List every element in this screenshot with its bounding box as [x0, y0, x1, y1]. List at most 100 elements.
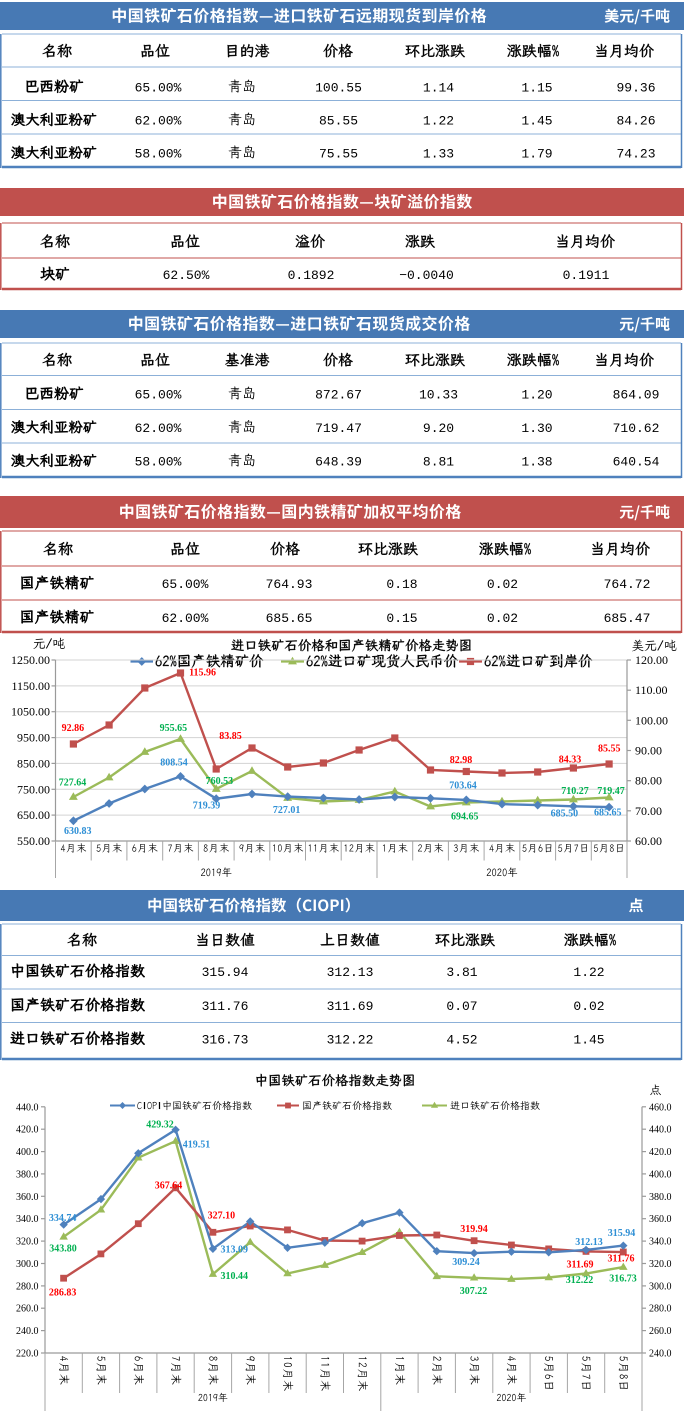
- svg-text:719.39: 719.39: [193, 801, 221, 812]
- svg-text:260.0: 260.0: [649, 1326, 672, 1337]
- svg-text:685.65: 685.65: [594, 808, 622, 819]
- svg-text:1.14: 1.14: [423, 81, 454, 96]
- svg-text:640.54: 640.54: [613, 455, 660, 470]
- svg-text:685.47: 685.47: [604, 611, 651, 626]
- svg-text:100.00: 100.00: [635, 713, 668, 727]
- svg-text:429.32: 429.32: [146, 1120, 174, 1131]
- svg-text:10.33: 10.33: [419, 388, 458, 403]
- svg-text:80.00: 80.00: [635, 774, 662, 788]
- svg-text:648.39: 648.39: [315, 455, 362, 470]
- svg-text:760.53: 760.53: [206, 776, 234, 787]
- svg-text:315.94: 315.94: [202, 965, 249, 980]
- svg-text:420.0: 420.0: [649, 1147, 672, 1158]
- svg-text:65.00%: 65.00%: [135, 388, 182, 403]
- svg-text:312.22: 312.22: [566, 1275, 594, 1286]
- svg-text:307.22: 307.22: [460, 1286, 488, 1297]
- svg-text:0.1892: 0.1892: [288, 268, 335, 283]
- svg-text:280.0: 280.0: [16, 1281, 39, 1292]
- svg-text:710.62: 710.62: [613, 421, 660, 436]
- svg-text:315.94: 315.94: [608, 1228, 636, 1239]
- svg-text:343.80: 343.80: [49, 1244, 77, 1255]
- svg-text:92.86: 92.86: [62, 723, 85, 734]
- svg-text:1.22: 1.22: [423, 114, 454, 129]
- svg-text:1.79: 1.79: [521, 147, 552, 162]
- svg-text:872.67: 872.67: [315, 388, 362, 403]
- svg-text:367.64: 367.64: [155, 1181, 183, 1192]
- svg-text:420.0: 420.0: [16, 1125, 39, 1136]
- svg-text:727.01: 727.01: [273, 805, 301, 816]
- svg-text:300.0: 300.0: [16, 1259, 39, 1270]
- svg-text:1250.00: 1250.00: [11, 653, 50, 667]
- svg-text:0.1911: 0.1911: [563, 268, 610, 283]
- svg-text:710.27: 710.27: [561, 786, 589, 797]
- svg-text:99.36: 99.36: [616, 81, 655, 96]
- svg-text:0.02: 0.02: [487, 577, 518, 592]
- svg-text:83.85: 83.85: [219, 731, 242, 742]
- svg-text:340.0: 340.0: [649, 1237, 672, 1248]
- svg-text:62.50%: 62.50%: [163, 268, 210, 283]
- svg-text:3.81: 3.81: [446, 965, 477, 980]
- svg-text:727.64: 727.64: [59, 778, 87, 789]
- svg-text:84.26: 84.26: [616, 114, 655, 129]
- svg-text:300.0: 300.0: [649, 1281, 672, 1292]
- svg-text:380.0: 380.0: [16, 1169, 39, 1180]
- svg-text:316.73: 316.73: [202, 1033, 249, 1048]
- svg-text:310.44: 310.44: [221, 1271, 249, 1282]
- svg-text:90.00: 90.00: [635, 744, 662, 758]
- svg-text:0.07: 0.07: [446, 999, 477, 1014]
- svg-text:62.00%: 62.00%: [162, 611, 209, 626]
- svg-text:440.0: 440.0: [16, 1102, 39, 1113]
- svg-text:864.09: 864.09: [613, 388, 660, 403]
- svg-text:311.69: 311.69: [327, 999, 374, 1014]
- svg-text:120.00: 120.00: [635, 653, 668, 667]
- svg-text:1.45: 1.45: [573, 1033, 604, 1048]
- svg-text:440.0: 440.0: [649, 1125, 672, 1136]
- svg-text:764.72: 764.72: [604, 577, 651, 592]
- svg-text:220.0: 220.0: [16, 1349, 39, 1360]
- svg-text:9.20: 9.20: [423, 421, 454, 436]
- svg-text:84.33: 84.33: [559, 755, 582, 766]
- svg-text:309.24: 309.24: [452, 1257, 480, 1268]
- svg-text:1.30: 1.30: [521, 421, 552, 436]
- svg-text:110.00: 110.00: [635, 683, 668, 697]
- svg-text:340.0: 340.0: [16, 1214, 39, 1225]
- svg-text:764.93: 764.93: [266, 577, 313, 592]
- svg-text:419.51: 419.51: [183, 1140, 211, 1151]
- svg-text:360.0: 360.0: [16, 1192, 39, 1203]
- svg-text:240.0: 240.0: [16, 1326, 39, 1337]
- svg-text:685.50: 685.50: [551, 809, 579, 820]
- svg-text:313.09: 313.09: [220, 1245, 248, 1256]
- svg-text:850.00: 850.00: [17, 756, 50, 770]
- svg-text:808.54: 808.54: [160, 758, 188, 769]
- svg-text:311.76: 311.76: [608, 1254, 635, 1265]
- svg-text:1.45: 1.45: [521, 114, 552, 129]
- svg-text:320.0: 320.0: [16, 1237, 39, 1248]
- svg-text:1.33: 1.33: [423, 147, 454, 162]
- svg-text:312.22: 312.22: [327, 1033, 374, 1048]
- svg-text:312.13: 312.13: [327, 965, 374, 980]
- svg-text:360.0: 360.0: [649, 1214, 672, 1225]
- svg-text:685.65: 685.65: [266, 611, 313, 626]
- svg-text:65.00%: 65.00%: [162, 577, 209, 592]
- svg-text:400.0: 400.0: [16, 1147, 39, 1158]
- svg-text:58.00%: 58.00%: [135, 147, 182, 162]
- svg-text:100.55: 100.55: [315, 81, 362, 96]
- svg-text:115.96: 115.96: [189, 668, 216, 679]
- svg-text:1.15: 1.15: [521, 81, 552, 96]
- svg-text:400.0: 400.0: [649, 1169, 672, 1180]
- svg-text:0.18: 0.18: [386, 577, 417, 592]
- svg-text:650.00: 650.00: [17, 808, 50, 822]
- svg-text:60.00: 60.00: [635, 834, 662, 848]
- svg-text:955.65: 955.65: [160, 723, 188, 734]
- svg-text:334.74: 334.74: [49, 1213, 77, 1224]
- svg-text:62.00%: 62.00%: [135, 114, 182, 129]
- svg-text:0.02: 0.02: [573, 999, 604, 1014]
- svg-text:316.73: 316.73: [609, 1274, 637, 1285]
- svg-text:319.94: 319.94: [460, 1224, 488, 1235]
- svg-text:1.20: 1.20: [521, 388, 552, 403]
- svg-text:550.00: 550.00: [17, 834, 50, 848]
- svg-text:85.55: 85.55: [319, 114, 358, 129]
- svg-text:−0.0040: −0.0040: [399, 268, 454, 283]
- svg-text:240.0: 240.0: [649, 1349, 672, 1360]
- svg-text:8.81: 8.81: [423, 455, 454, 470]
